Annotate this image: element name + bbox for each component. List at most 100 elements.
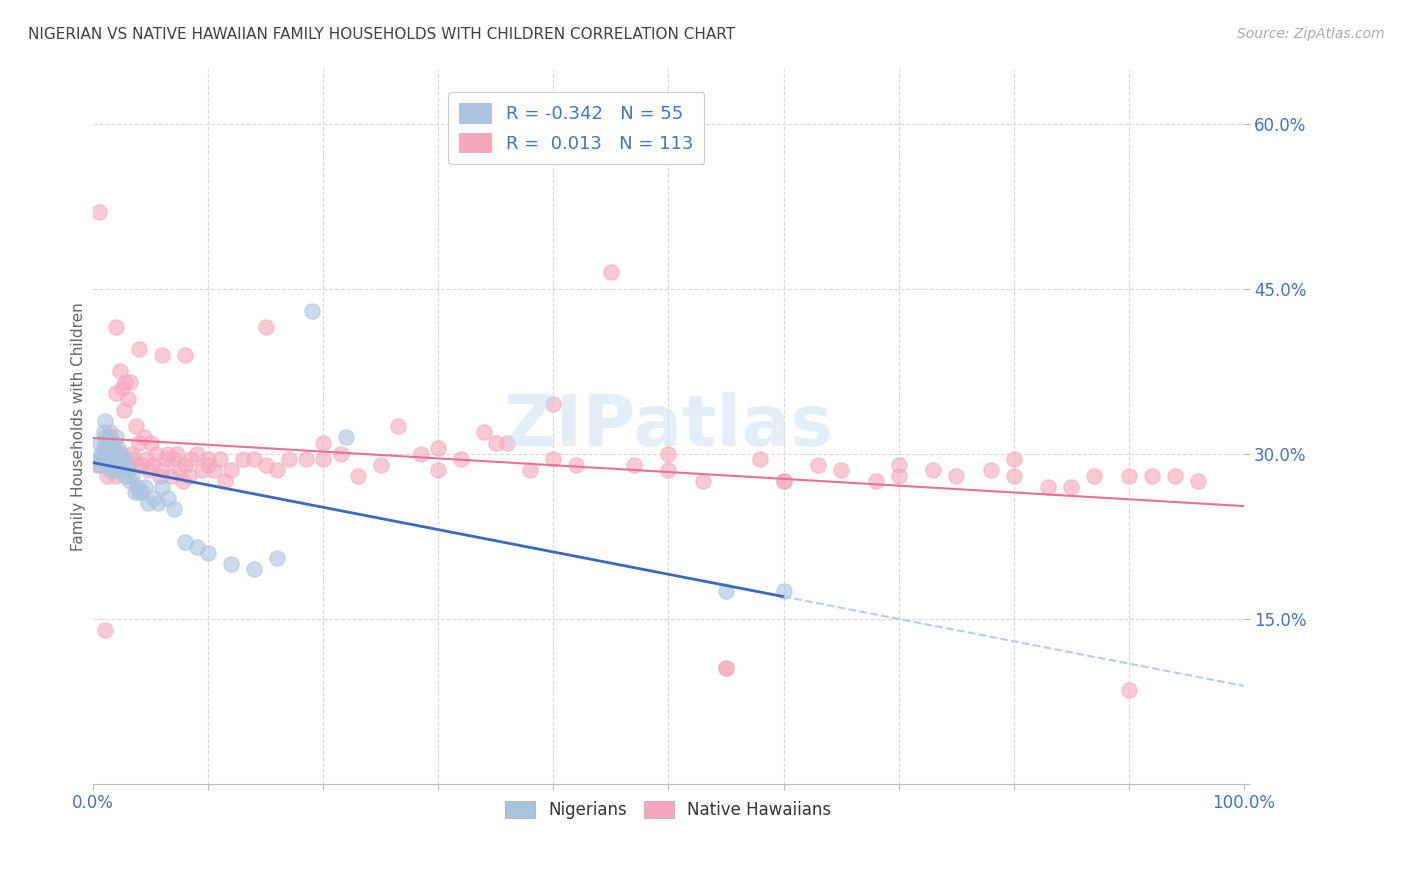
Point [254,320,277,334]
Point [104,463,127,477]
Point [1002,468,1025,483]
Point [150,348,173,362]
Point [98,452,121,467]
Point [105,320,128,334]
Text: ZIPatlas: ZIPatlas [503,392,834,460]
Point [103,452,125,467]
Point [117,463,139,477]
Point [97,441,120,455]
Point [208,452,231,467]
Point [163,452,186,467]
Point [166,447,188,461]
Point [98,447,121,461]
Point [156,447,179,461]
Point [105,458,128,472]
Point [174,534,197,549]
Point [87,452,110,467]
Point [121,468,143,483]
Point [103,452,125,467]
Point [714,661,737,675]
Point [197,458,219,472]
Point [96,468,118,483]
Point [118,474,141,488]
Point [830,463,852,477]
Point [100,463,122,477]
Point [145,447,167,461]
Point [197,452,219,467]
Point [1060,480,1083,494]
Point [111,452,134,467]
Point [128,342,150,356]
Point [1118,683,1140,698]
Point [97,435,120,450]
Point [156,491,179,505]
Point [110,447,132,461]
Point [93,414,115,428]
Point [243,562,266,576]
Point [135,452,157,467]
Y-axis label: Family Households with Children: Family Households with Children [72,301,86,550]
Point [1163,468,1185,483]
Point [118,375,141,389]
Point [149,468,172,483]
Point [202,463,225,477]
Point [254,458,277,472]
Point [657,463,679,477]
Point [174,348,197,362]
Point [124,485,146,500]
Point [772,474,794,488]
Point [980,463,1002,477]
Point [160,468,183,483]
Point [125,480,148,494]
Point [427,441,450,455]
Point [1002,452,1025,467]
Point [125,419,148,434]
Point [128,485,150,500]
Point [887,458,910,472]
Point [312,435,335,450]
Point [887,468,910,483]
Point [90,447,112,461]
Point [714,661,737,675]
Point [409,447,432,461]
Point [865,474,887,488]
Point [692,474,714,488]
Point [100,425,122,439]
Point [657,447,679,461]
Point [112,402,135,417]
Point [945,468,967,483]
Point [186,447,208,461]
Point [111,463,134,477]
Point [93,441,115,455]
Point [86,458,108,472]
Point [1036,480,1059,494]
Point [1083,468,1105,483]
Point [772,584,794,599]
Point [105,386,128,401]
Point [91,452,114,467]
Point [346,468,368,483]
Point [172,474,194,488]
Point [89,435,111,450]
Point [772,474,794,488]
Point [96,452,118,467]
Point [111,381,134,395]
Point [155,452,177,467]
Point [112,458,135,472]
Point [93,447,115,461]
Point [93,623,115,637]
Point [94,458,117,472]
Point [474,425,496,439]
Point [312,452,335,467]
Point [91,452,114,467]
Point [163,501,186,516]
Point [243,452,266,467]
Point [714,584,737,599]
Point [169,463,191,477]
Point [266,551,288,566]
Point [450,452,472,467]
Point [197,546,219,560]
Point [191,463,214,477]
Point [146,496,169,510]
Point [121,447,143,461]
